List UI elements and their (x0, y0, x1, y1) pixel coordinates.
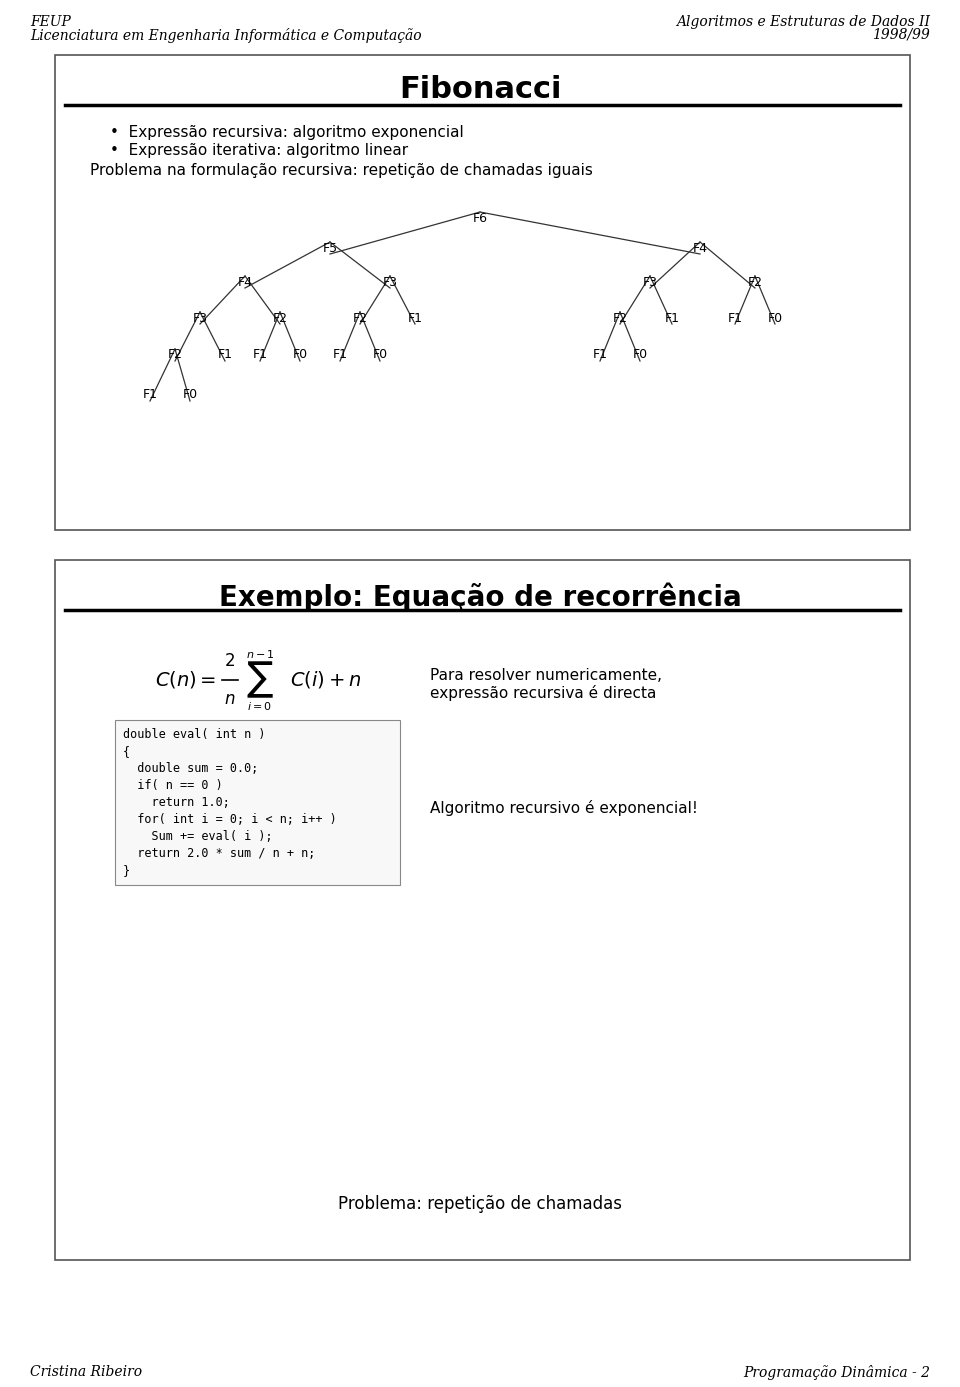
Text: F2: F2 (748, 276, 762, 288)
Text: F1: F1 (728, 312, 742, 325)
Text: F0: F0 (182, 388, 198, 401)
Text: Algoritmos e Estruturas de Dados II: Algoritmos e Estruturas de Dados II (676, 15, 930, 29)
Text: F0: F0 (293, 348, 307, 362)
Text: F4: F4 (237, 276, 252, 288)
Text: Cristina Ribeiro: Cristina Ribeiro (30, 1365, 142, 1379)
Text: 1998/99: 1998/99 (872, 28, 930, 42)
Text: F1: F1 (252, 348, 268, 362)
Text: F1: F1 (218, 348, 232, 362)
Text: F3: F3 (193, 312, 207, 325)
Text: F3: F3 (642, 276, 658, 288)
Text: Programação Dinâmica - 2: Programação Dinâmica - 2 (743, 1365, 930, 1380)
Text: return 1.0;: return 1.0; (123, 796, 229, 809)
Text: for( int i = 0; i < n; i++ ): for( int i = 0; i < n; i++ ) (123, 813, 337, 827)
FancyBboxPatch shape (55, 55, 910, 530)
Text: F6: F6 (472, 211, 488, 225)
Text: 2: 2 (225, 652, 235, 670)
Text: $C(i) + n$: $C(i) + n$ (290, 670, 361, 691)
Text: Fibonacci: Fibonacci (398, 75, 562, 104)
Text: $C(n) = $: $C(n) = $ (155, 670, 216, 691)
Text: F4: F4 (692, 241, 708, 254)
Text: Problema: repetição de chamadas: Problema: repetição de chamadas (338, 1196, 622, 1214)
Text: Sum += eval( i );: Sum += eval( i ); (123, 829, 273, 843)
Text: F0: F0 (633, 348, 648, 362)
Text: •  Expressão iterativa: algoritmo linear: • Expressão iterativa: algoritmo linear (110, 143, 408, 158)
Text: }: } (123, 864, 131, 877)
Text: if( n == 0 ): if( n == 0 ) (123, 779, 223, 792)
Text: $n$: $n$ (225, 689, 236, 707)
Text: Exemplo: Equação de recorrência: Exemplo: Equação de recorrência (219, 583, 741, 612)
Text: $\sum$: $\sum$ (246, 660, 274, 700)
Text: {: { (123, 745, 131, 759)
Text: •  Expressão recursiva: algoritmo exponencial: • Expressão recursiva: algoritmo exponen… (110, 125, 464, 140)
Text: expressão recursiva é directa: expressão recursiva é directa (430, 685, 657, 700)
Text: return 2.0 * sum / n + n;: return 2.0 * sum / n + n; (123, 847, 316, 860)
Text: double eval( int n ): double eval( int n ) (123, 728, 266, 741)
Text: Para resolver numericamente,: Para resolver numericamente, (430, 669, 662, 682)
Text: F0: F0 (372, 348, 388, 362)
Text: Algoritmo recursivo é exponencial!: Algoritmo recursivo é exponencial! (430, 800, 698, 816)
Text: F1: F1 (407, 312, 422, 325)
Text: F3: F3 (382, 276, 397, 288)
FancyBboxPatch shape (115, 720, 400, 885)
Text: F2: F2 (167, 348, 182, 362)
Text: F2: F2 (273, 312, 287, 325)
Text: double sum = 0.0;: double sum = 0.0; (123, 761, 258, 775)
Text: F2: F2 (612, 312, 628, 325)
Text: FEUP: FEUP (30, 15, 71, 29)
Text: F2: F2 (352, 312, 368, 325)
Text: $n-1$: $n-1$ (246, 648, 275, 660)
FancyBboxPatch shape (55, 560, 910, 1259)
Text: F0: F0 (767, 312, 782, 325)
Text: Problema na formulação recursiva: repetição de chamadas iguais: Problema na formulação recursiva: repeti… (90, 164, 593, 178)
Text: F1: F1 (332, 348, 348, 362)
Text: F1: F1 (142, 388, 157, 401)
Text: F1: F1 (664, 312, 680, 325)
Text: F1: F1 (592, 348, 608, 362)
Text: Licenciatura em Engenharia Informática e Computação: Licenciatura em Engenharia Informática e… (30, 28, 421, 43)
Text: F5: F5 (323, 241, 338, 254)
Text: $i=0$: $i=0$ (248, 700, 273, 712)
